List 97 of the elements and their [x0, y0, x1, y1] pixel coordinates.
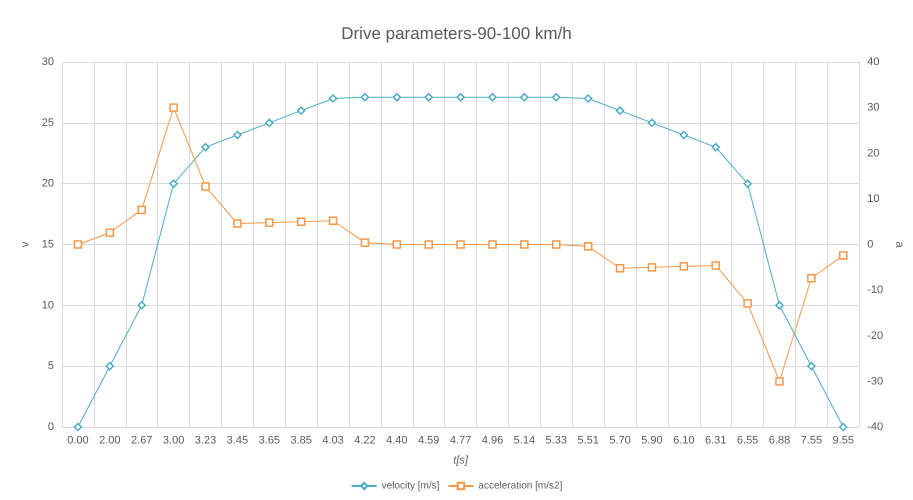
y-tick-label: 15 — [42, 238, 54, 250]
point — [296, 217, 306, 226]
chart-title: Drive parameters-90-100 km/h — [341, 24, 572, 43]
x-tick-label: 6.10 — [673, 434, 695, 446]
point — [169, 179, 178, 188]
point — [743, 179, 752, 188]
point — [680, 262, 688, 271]
point — [616, 106, 624, 115]
point — [648, 263, 656, 272]
x-tick-label: 4.59 — [418, 434, 440, 446]
point — [265, 118, 274, 128]
x-tick-label: 3.65 — [258, 434, 280, 446]
x-tick-label: 6.88 — [768, 434, 790, 446]
x-tick-label: 4.22 — [354, 434, 376, 446]
point — [775, 301, 784, 310]
point — [328, 216, 338, 226]
point — [392, 93, 402, 102]
x-tick-label: 3.23 — [194, 434, 216, 446]
point — [360, 93, 370, 102]
x-tick-label: 2.00 — [99, 434, 121, 446]
point — [839, 251, 848, 260]
point — [201, 182, 210, 191]
point — [743, 299, 752, 308]
point — [106, 362, 114, 370]
x-tick-label: 3.45 — [226, 434, 248, 446]
point — [456, 240, 465, 249]
x-axis-title: t[s] — [453, 454, 469, 466]
point — [711, 261, 720, 270]
y2-tick-label: 10 — [867, 192, 880, 205]
point — [424, 240, 433, 249]
y-tick-label: 25 — [42, 116, 54, 129]
point — [169, 103, 178, 112]
point — [296, 106, 306, 115]
point — [265, 218, 274, 227]
y2-axis-title: a — [894, 241, 906, 248]
point — [488, 93, 497, 102]
point — [807, 362, 816, 370]
y2-tick-label: -30 — [867, 375, 884, 388]
x-tick-label: 3.85 — [290, 434, 312, 446]
y2-tick-label: 40 — [867, 56, 880, 68]
point — [488, 240, 497, 249]
point — [392, 240, 402, 249]
x-tick-label: 5.33 — [546, 434, 567, 446]
point — [106, 228, 114, 237]
x-tick-label: 2.67 — [131, 434, 152, 446]
point — [520, 93, 529, 102]
legend-label: velocity [m/s] — [382, 480, 440, 492]
point — [520, 240, 529, 249]
x-tick-label: 4.96 — [482, 434, 504, 446]
x-tick-label: 3.00 — [162, 434, 184, 446]
point — [839, 422, 848, 432]
point — [648, 118, 656, 128]
y2-tick-label: -40 — [867, 421, 884, 433]
y-axis-title: v — [19, 241, 32, 248]
y2-tick-label: 30 — [867, 102, 880, 114]
point — [233, 219, 242, 228]
point — [775, 377, 784, 386]
x-tick-label: 4.77 — [450, 434, 472, 446]
x-tick-label: 4.03 — [322, 434, 344, 446]
point — [807, 274, 816, 283]
legend-label: acceleration [m/s2] — [478, 480, 563, 492]
point — [584, 242, 592, 251]
y2-tick-label: 20 — [867, 147, 880, 160]
point — [74, 422, 82, 432]
point — [74, 240, 82, 249]
y-tick-label: 30 — [42, 56, 54, 68]
y-tick-label: 20 — [42, 178, 54, 190]
x-tick-label: 6.31 — [704, 434, 726, 446]
x-tick-label: 5.90 — [641, 434, 663, 446]
x-tick-label: 5.70 — [609, 434, 631, 446]
y-tick-label: 10 — [42, 299, 54, 312]
x-tick-label: 7.55 — [800, 434, 822, 446]
point — [584, 94, 592, 103]
point — [328, 94, 338, 103]
y-tick-label: 0 — [48, 421, 54, 433]
point — [360, 238, 370, 247]
y-tick-label: 5 — [48, 360, 54, 372]
x-tick-label: 6.55 — [736, 434, 758, 446]
point — [680, 130, 688, 140]
point — [456, 93, 465, 102]
point — [424, 93, 433, 102]
point — [552, 93, 561, 102]
x-tick-label: 9.55 — [832, 434, 854, 446]
x-tick-label: 0.00 — [67, 434, 89, 446]
x-tick-label: 5.51 — [577, 434, 599, 446]
y2-tick-label: -20 — [867, 330, 884, 342]
point — [137, 301, 146, 310]
y2-tick-label: 0 — [867, 238, 874, 250]
x-tick-label: 5.14 — [514, 434, 536, 446]
point — [137, 206, 146, 214]
point — [201, 142, 210, 152]
point — [616, 264, 624, 272]
point — [711, 142, 720, 152]
y2-tick-label: -10 — [867, 284, 884, 296]
point — [552, 240, 561, 249]
point — [233, 130, 242, 140]
x-tick-label: 4.40 — [386, 434, 408, 446]
